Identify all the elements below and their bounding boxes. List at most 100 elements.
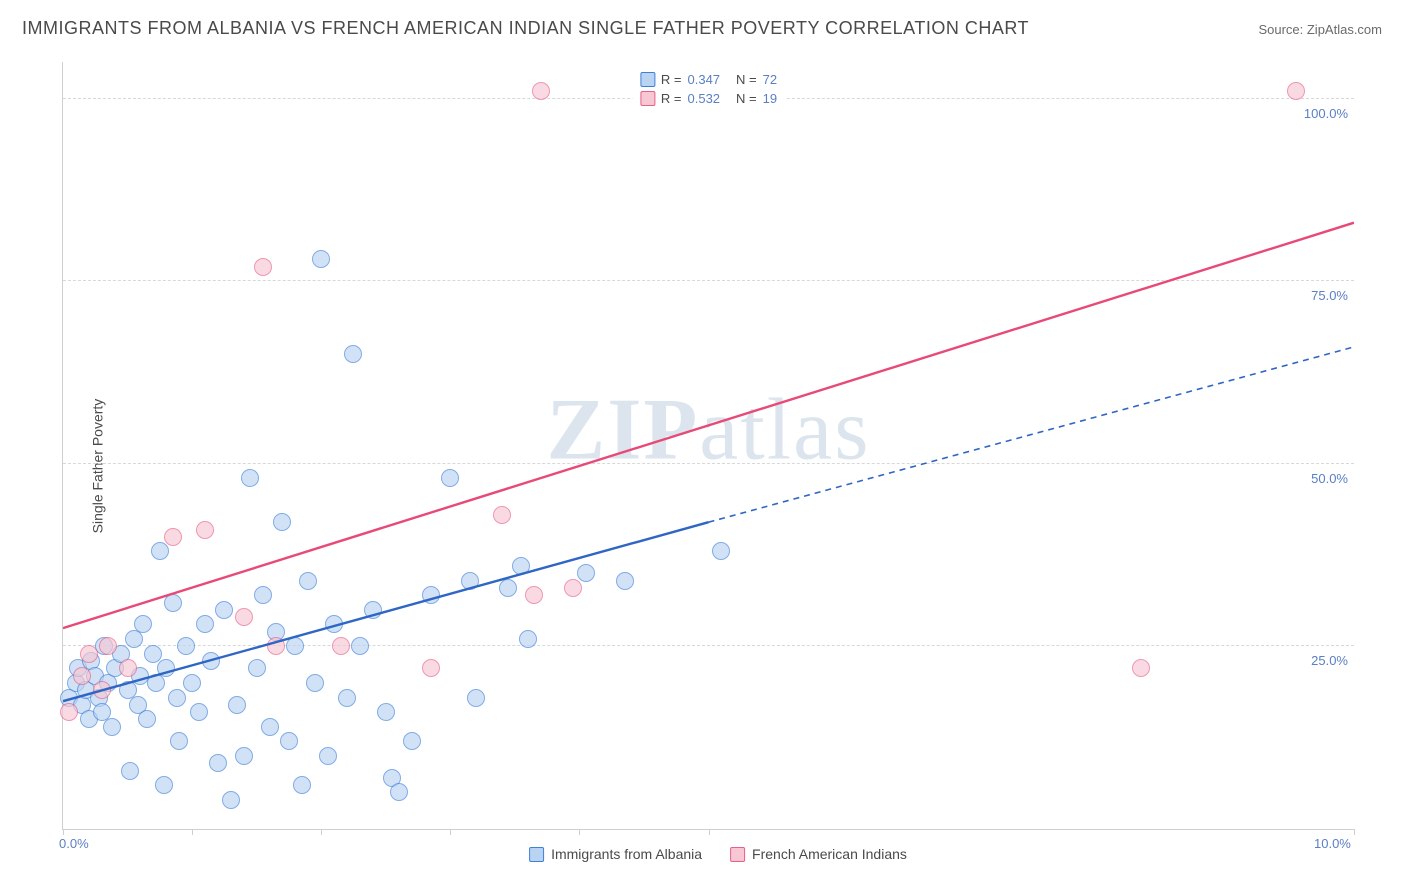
legend-n-value: 72 bbox=[763, 72, 777, 87]
source-label: Source: bbox=[1258, 22, 1306, 37]
data-point bbox=[1287, 82, 1305, 100]
chart-title: IMMIGRANTS FROM ALBANIA VS FRENCH AMERIC… bbox=[22, 18, 1029, 39]
trendline-solid bbox=[63, 223, 1354, 628]
data-point bbox=[280, 732, 298, 750]
legend-n-label: N = bbox=[736, 91, 757, 106]
legend-bottom-item: French American Indians bbox=[730, 846, 907, 862]
data-point bbox=[422, 586, 440, 604]
data-point bbox=[93, 681, 111, 699]
data-point bbox=[228, 696, 246, 714]
watermark-bold: ZIP bbox=[547, 382, 700, 479]
data-point bbox=[461, 572, 479, 590]
watermark-light: atlas bbox=[699, 382, 870, 479]
trendlines-svg bbox=[63, 62, 1354, 829]
x-tick bbox=[709, 829, 710, 835]
data-point bbox=[261, 718, 279, 736]
data-point bbox=[183, 674, 201, 692]
data-point bbox=[177, 637, 195, 655]
data-point bbox=[577, 564, 595, 582]
data-point bbox=[144, 645, 162, 663]
legend-r-label: R = bbox=[661, 91, 682, 106]
data-point bbox=[73, 667, 91, 685]
legend-n-value: 19 bbox=[763, 91, 777, 106]
gridline-h bbox=[63, 463, 1354, 464]
data-point bbox=[164, 594, 182, 612]
data-point bbox=[267, 637, 285, 655]
legend-swatch bbox=[640, 91, 655, 106]
data-point bbox=[325, 615, 343, 633]
data-point bbox=[273, 513, 291, 531]
legend-bottom-item: Immigrants from Albania bbox=[529, 846, 702, 862]
data-point bbox=[151, 542, 169, 560]
data-point bbox=[532, 82, 550, 100]
data-point bbox=[155, 776, 173, 794]
data-point bbox=[254, 586, 272, 604]
watermark: ZIPatlas bbox=[547, 380, 871, 481]
data-point bbox=[299, 572, 317, 590]
data-point bbox=[138, 710, 156, 728]
x-tick bbox=[1354, 829, 1355, 835]
y-tick-label: 100.0% bbox=[1304, 106, 1348, 121]
data-point bbox=[196, 521, 214, 539]
data-point bbox=[616, 572, 634, 590]
data-point bbox=[235, 747, 253, 765]
legend-swatch bbox=[640, 72, 655, 87]
data-point bbox=[103, 718, 121, 736]
data-point bbox=[377, 703, 395, 721]
chart-container: Single Father Poverty ZIPatlas R = 0.347… bbox=[52, 62, 1384, 870]
data-point bbox=[519, 630, 537, 648]
data-point bbox=[235, 608, 253, 626]
data-point bbox=[338, 689, 356, 707]
y-tick-label: 75.0% bbox=[1311, 288, 1348, 303]
legend-r-value: 0.347 bbox=[687, 72, 720, 87]
gridline-h bbox=[63, 645, 1354, 646]
data-point bbox=[164, 528, 182, 546]
legend-r-label: R = bbox=[661, 72, 682, 87]
data-point bbox=[134, 615, 152, 633]
data-point bbox=[222, 791, 240, 809]
data-point bbox=[254, 258, 272, 276]
data-point bbox=[293, 776, 311, 794]
data-point bbox=[1132, 659, 1150, 677]
data-point bbox=[286, 637, 304, 655]
data-point bbox=[190, 703, 208, 721]
plot-area: ZIPatlas R = 0.347N = 72R = 0.532N = 19 … bbox=[62, 62, 1354, 830]
data-point bbox=[80, 645, 98, 663]
data-point bbox=[564, 579, 582, 597]
data-point bbox=[467, 689, 485, 707]
data-point bbox=[121, 762, 139, 780]
data-point bbox=[499, 579, 517, 597]
data-point bbox=[196, 615, 214, 633]
legend-top: R = 0.347 N = 72 R = 0.532 N = 19 bbox=[632, 66, 785, 112]
data-point bbox=[312, 250, 330, 268]
data-point bbox=[168, 689, 186, 707]
legend-swatch bbox=[730, 847, 745, 862]
source-name: ZipAtlas.com bbox=[1307, 22, 1382, 37]
data-point bbox=[209, 754, 227, 772]
legend-r-value: 0.532 bbox=[687, 91, 720, 106]
data-point bbox=[241, 469, 259, 487]
data-point bbox=[306, 674, 324, 692]
data-point bbox=[390, 783, 408, 801]
x-tick bbox=[579, 829, 580, 835]
legend-n-label: N = bbox=[736, 72, 757, 87]
data-point bbox=[512, 557, 530, 575]
legend-top-row: R = 0.532 N = 19 bbox=[640, 89, 777, 108]
data-point bbox=[344, 345, 362, 363]
data-point bbox=[119, 659, 137, 677]
data-point bbox=[248, 659, 266, 677]
legend-label: French American Indians bbox=[752, 846, 907, 862]
data-point bbox=[364, 601, 382, 619]
data-point bbox=[202, 652, 220, 670]
data-point bbox=[403, 732, 421, 750]
legend-swatch bbox=[529, 847, 544, 862]
x-tick-label: 10.0% bbox=[1314, 836, 1351, 851]
x-tick bbox=[63, 829, 64, 835]
data-point bbox=[99, 637, 117, 655]
y-tick-label: 25.0% bbox=[1311, 653, 1348, 668]
y-tick-label: 50.0% bbox=[1311, 471, 1348, 486]
legend-bottom: Immigrants from Albania French American I… bbox=[529, 846, 907, 862]
data-point bbox=[525, 586, 543, 604]
x-tick bbox=[450, 829, 451, 835]
data-point bbox=[441, 469, 459, 487]
